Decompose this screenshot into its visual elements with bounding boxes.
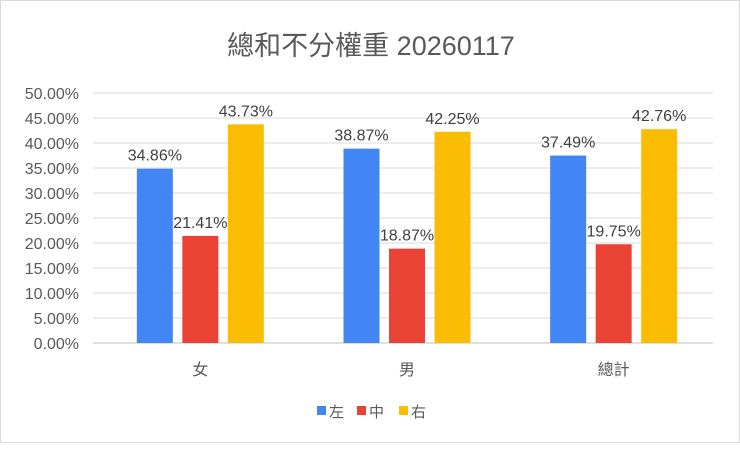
legend-swatch (317, 406, 326, 415)
data-label: 37.49% (541, 135, 595, 152)
x-tick-label: 總計 (598, 361, 630, 379)
data-label: 43.73% (219, 103, 273, 120)
bar-左-女[interactable] (136, 168, 173, 343)
legend-label[interactable]: 右 (411, 404, 426, 421)
y-tick-label: 10.00% (25, 286, 79, 303)
y-tick-label: 0.00% (34, 336, 79, 353)
y-tick-label: 35.00% (25, 161, 79, 178)
y-tick-label: 40.00% (25, 136, 79, 153)
y-tick-label: 25.00% (25, 211, 79, 228)
x-tick-label: 男 (399, 362, 415, 379)
bar-右-男[interactable] (434, 131, 471, 343)
y-tick-label: 5.00% (34, 311, 79, 328)
bar-中-總計[interactable] (595, 244, 632, 343)
y-tick-label: 20.00% (25, 236, 79, 253)
y-tick-label: 15.00% (25, 261, 79, 278)
data-label: 21.41% (173, 215, 227, 232)
chart-title: 總和不分權重 20260117 (227, 31, 515, 61)
legend-swatch (357, 406, 366, 415)
x-tick-label: 女 (192, 360, 208, 379)
data-label: 19.75% (587, 223, 641, 240)
bar-右-總計[interactable] (641, 129, 678, 343)
bar-中-男[interactable] (389, 248, 425, 343)
data-label: 18.87% (380, 228, 434, 245)
legend-label[interactable]: 中 (369, 404, 384, 421)
y-tick-label: 45.00% (25, 111, 79, 128)
y-tick-label: 50.00% (25, 86, 79, 103)
legend-label[interactable]: 左 (329, 404, 344, 421)
bar-右-女[interactable] (227, 124, 264, 343)
data-label: 42.76% (632, 108, 686, 125)
bar-左-總計[interactable] (550, 155, 587, 343)
data-label: 34.86% (128, 148, 182, 165)
data-label: 42.25% (425, 111, 479, 128)
bar-左-男[interactable] (343, 148, 380, 343)
y-tick-label: 30.00% (25, 186, 79, 203)
data-label: 38.87% (334, 128, 388, 145)
bar-中-女[interactable] (182, 235, 219, 343)
legend-swatch (399, 406, 408, 415)
